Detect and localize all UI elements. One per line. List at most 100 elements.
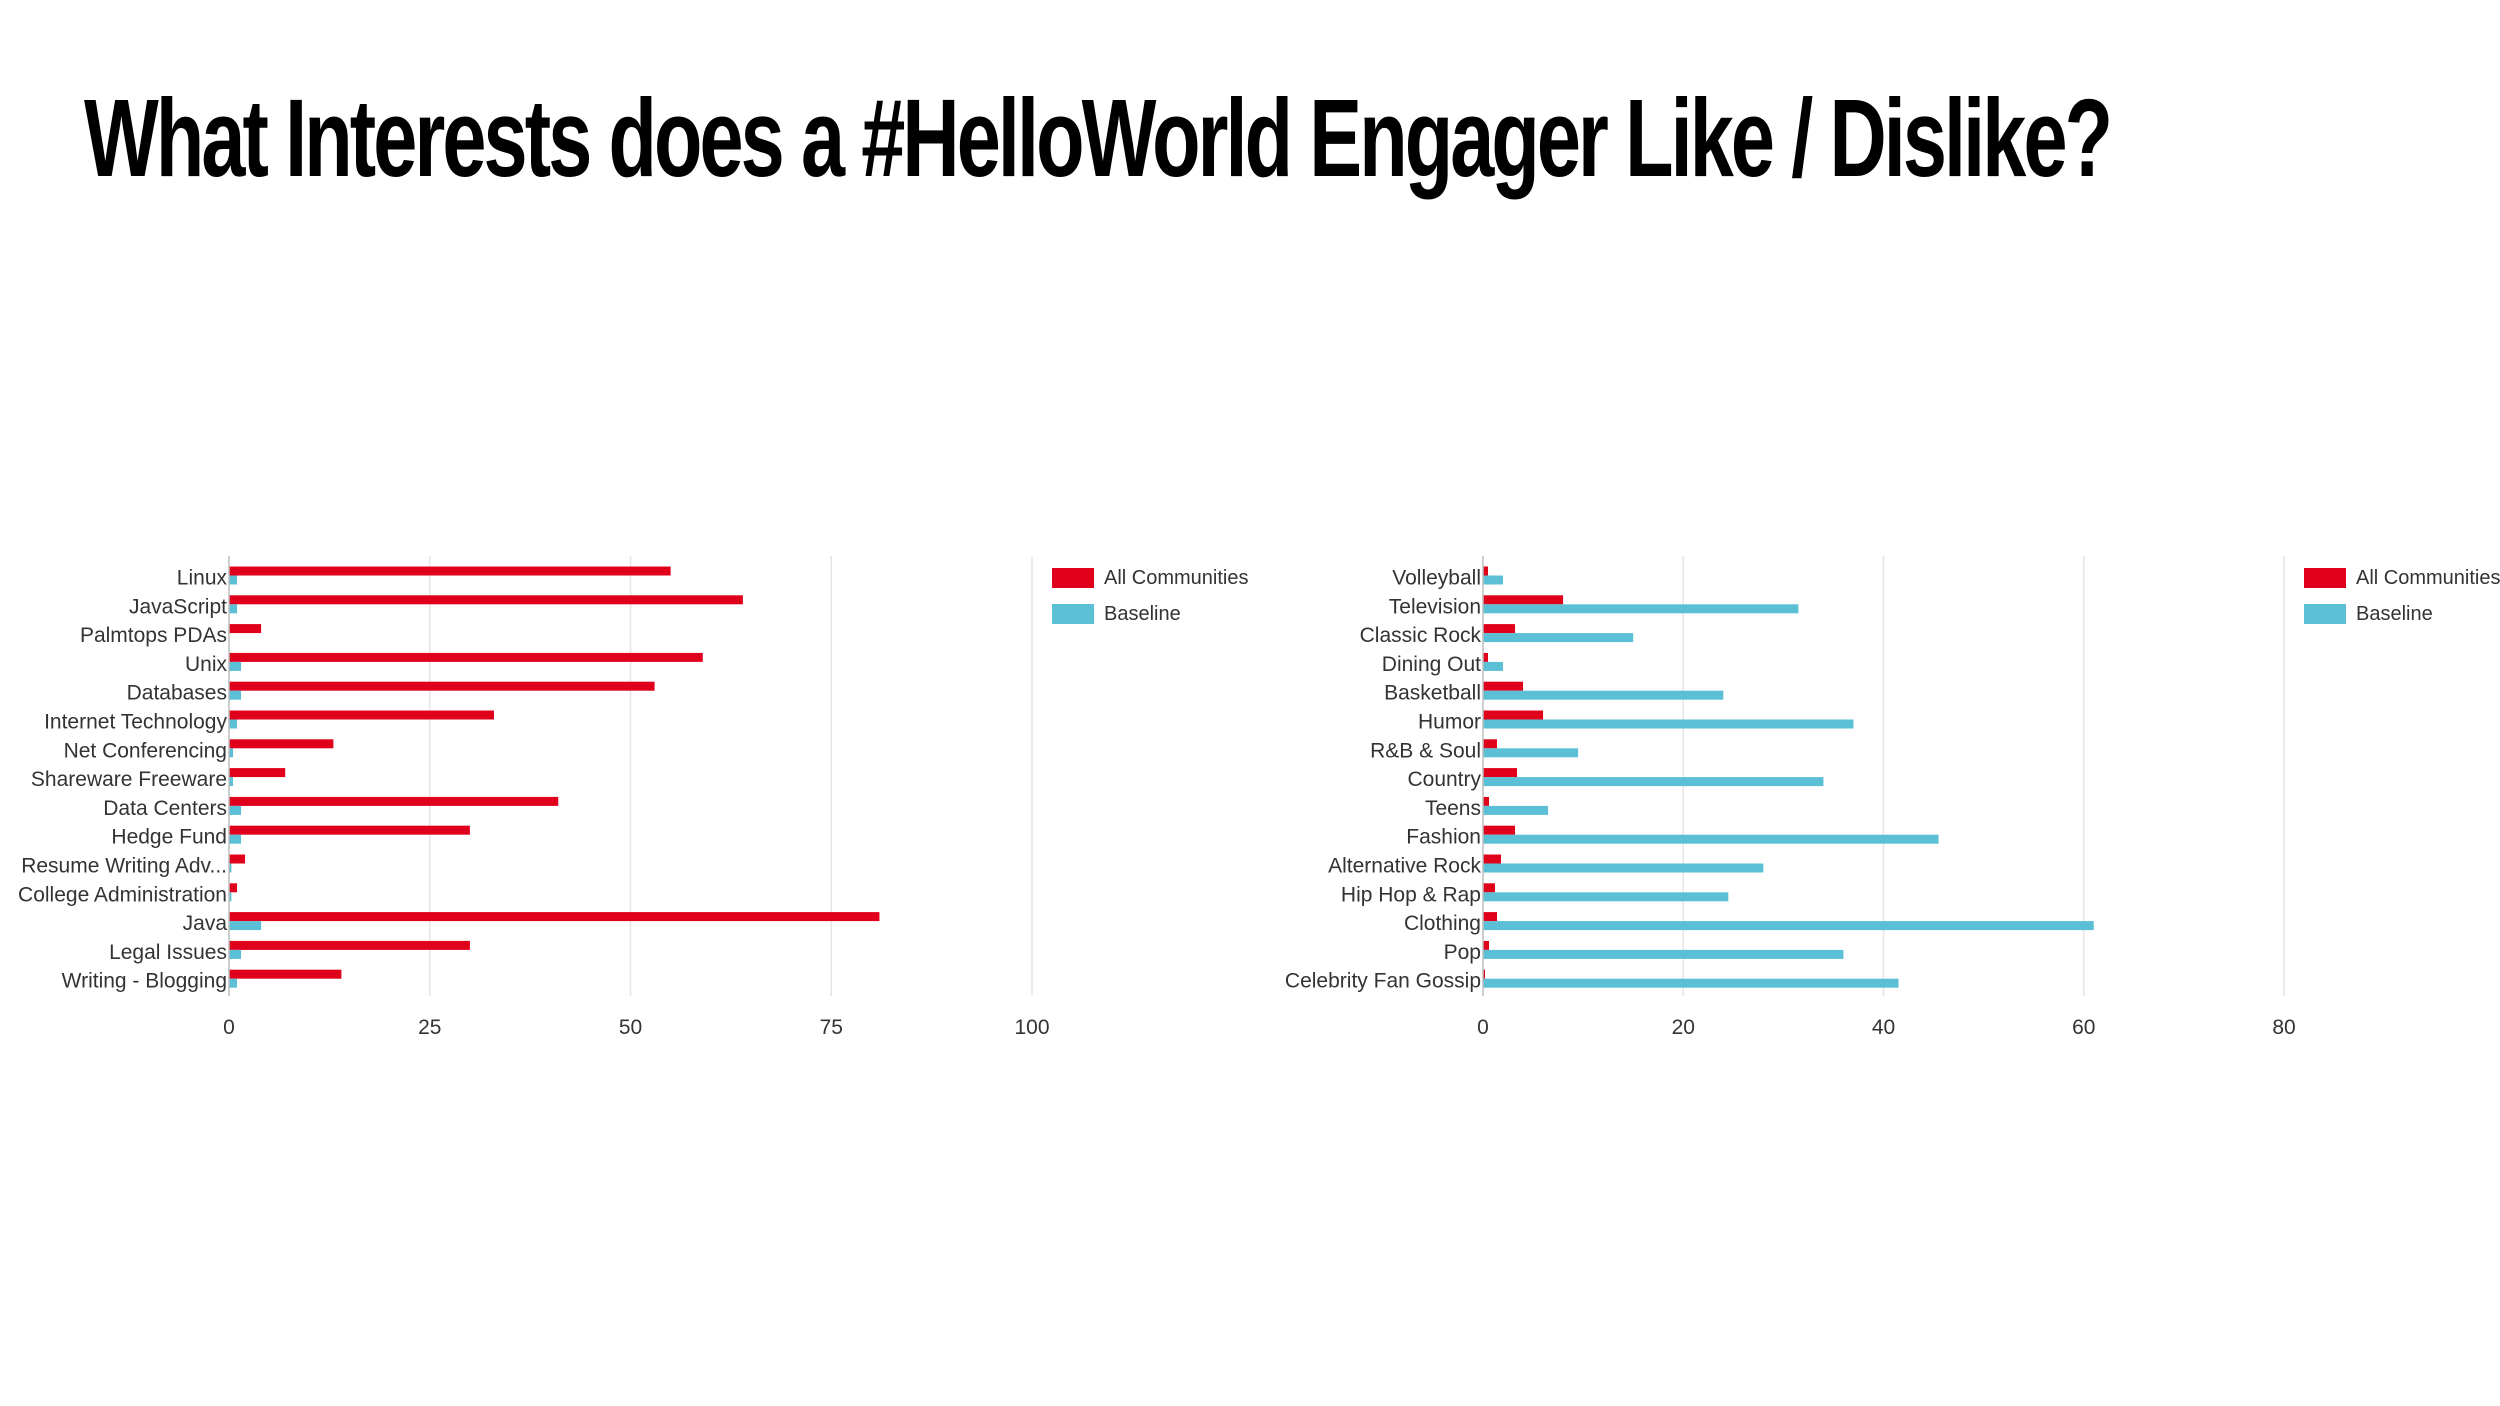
category-label: JavaScript bbox=[129, 595, 227, 618]
category-label: Hedge Fund bbox=[111, 826, 227, 849]
chart-panel-likes: 0 25 50 75 100 Linux JavaScript Palmtops PDAs Un… bbox=[0, 540, 1250, 1060]
bar-baseline bbox=[229, 892, 232, 902]
bar-baseline bbox=[1483, 633, 1634, 643]
bar-baseline bbox=[229, 777, 234, 787]
bar-baseline bbox=[229, 921, 262, 931]
bar-all-communities bbox=[229, 883, 238, 893]
bar-all-communities bbox=[229, 624, 262, 634]
bar-all-communities bbox=[229, 768, 286, 778]
bar-baseline bbox=[1483, 921, 2094, 931]
category-label: Resume Writing Adv... bbox=[21, 855, 227, 878]
legend-item-all-communities[interactable]: All Communities bbox=[2304, 564, 2500, 592]
category-label: Basketball bbox=[1384, 682, 1481, 705]
category-label: Java bbox=[183, 912, 228, 935]
category-label: Teens bbox=[1425, 797, 1481, 820]
bar-all-communities bbox=[229, 710, 494, 720]
category-label: Dining Out bbox=[1382, 653, 1481, 676]
slide-title: What Interests does a #HelloWorld Engage… bbox=[84, 77, 2113, 200]
bar-baseline bbox=[1483, 978, 1899, 988]
bar-baseline bbox=[1483, 949, 1844, 959]
legend-item-baseline[interactable]: Baseline bbox=[2304, 600, 2500, 628]
bar-baseline bbox=[1483, 719, 1854, 729]
legend-swatch-all-communities bbox=[1052, 568, 1094, 588]
bar-baseline bbox=[1483, 661, 1504, 671]
bar-all-communities bbox=[229, 940, 470, 950]
bar-all-communities bbox=[1483, 969, 1486, 979]
category-label: Databases bbox=[127, 682, 227, 705]
category-label: Alternative Rock bbox=[1328, 855, 1481, 878]
bar-baseline bbox=[229, 978, 238, 988]
bar-all-communities bbox=[229, 912, 880, 922]
legend-item-baseline[interactable]: Baseline bbox=[1052, 600, 1272, 628]
category-label: Writing - Blogging bbox=[62, 970, 227, 993]
bar-all-communities bbox=[1483, 825, 1516, 835]
x-tick-label: 60 bbox=[2072, 1016, 2095, 1039]
bar-baseline bbox=[1483, 834, 1939, 844]
bar-all-communities bbox=[1483, 854, 1502, 864]
bar-baseline bbox=[1483, 863, 1764, 873]
chart-legend: All Communities Baseline bbox=[1052, 564, 1272, 636]
bar-all-communities bbox=[1483, 912, 1498, 922]
legend-item-all-communities[interactable]: All Communities bbox=[1052, 564, 1272, 592]
category-label: Linux bbox=[177, 567, 228, 590]
category-label: Humor bbox=[1418, 711, 1481, 734]
bar-all-communities bbox=[1483, 796, 1490, 806]
x-tick-label: 50 bbox=[619, 1016, 642, 1039]
bar-baseline bbox=[229, 661, 242, 671]
bar-baseline bbox=[229, 575, 238, 585]
bar-all-communities bbox=[1483, 624, 1516, 634]
category-label: Fashion bbox=[1406, 826, 1481, 849]
bar-all-communities bbox=[1483, 595, 1564, 605]
legend-swatch-baseline bbox=[2304, 604, 2346, 624]
category-label: College Administration bbox=[18, 883, 227, 906]
bar-baseline bbox=[229, 719, 238, 729]
bar-baseline bbox=[229, 604, 238, 614]
category-label: Shareware Freeware bbox=[31, 768, 227, 791]
bar-all-communities bbox=[1483, 739, 1498, 749]
legend-swatch-all-communities bbox=[2304, 568, 2346, 588]
bar-baseline bbox=[229, 690, 242, 700]
legend-label-all-communities: All Communities bbox=[1104, 567, 1249, 589]
bar-all-communities bbox=[229, 854, 246, 864]
bar-all-communities bbox=[1483, 652, 1489, 662]
x-tick-label: 40 bbox=[1872, 1016, 1895, 1039]
bar-all-communities bbox=[229, 566, 671, 576]
bar-baseline bbox=[1483, 805, 1549, 815]
x-tick-label: 75 bbox=[820, 1016, 843, 1039]
bar-chart-likes: 0 25 50 75 100 Linux JavaScript Palmtops PDAs Un… bbox=[18, 556, 1050, 1039]
x-tick-label: 25 bbox=[418, 1016, 441, 1039]
category-label: Celebrity Fan Gossip bbox=[1285, 970, 1481, 993]
legend-swatch-baseline bbox=[1052, 604, 1094, 624]
bar-baseline bbox=[229, 805, 242, 815]
bar-baseline bbox=[1483, 892, 1729, 902]
x-tick-label: 0 bbox=[223, 1016, 235, 1039]
category-label: Country bbox=[1407, 768, 1481, 791]
legend-label-baseline: Baseline bbox=[1104, 603, 1181, 625]
category-label: R&B & Soul bbox=[1370, 739, 1481, 762]
category-label: Legal Issues bbox=[109, 941, 227, 964]
chart-panel-dislikes: 0 20 40 60 80 Volleyball Television Classic Roc… bbox=[1250, 540, 2500, 1060]
x-tick-label: 20 bbox=[1672, 1016, 1695, 1039]
bar-all-communities bbox=[229, 681, 655, 691]
category-label: Television bbox=[1389, 595, 1481, 618]
category-label: Palmtops PDAs bbox=[80, 624, 227, 647]
bar-all-communities bbox=[1483, 883, 1496, 893]
category-label: Internet Technology bbox=[44, 711, 227, 734]
bar-all-communities bbox=[229, 825, 470, 835]
bar-all-communities bbox=[1483, 710, 1544, 720]
x-tick-label: 100 bbox=[1014, 1016, 1049, 1039]
legend-label-baseline: Baseline bbox=[2356, 603, 2433, 625]
bar-baseline bbox=[1483, 690, 1724, 700]
category-label: Classic Rock bbox=[1360, 624, 1482, 647]
category-label: Hip Hop & Rap bbox=[1341, 883, 1481, 906]
bar-all-communities bbox=[1483, 768, 1518, 778]
bar-baseline bbox=[1483, 604, 1799, 614]
legend-label-all-communities: All Communities bbox=[2356, 567, 2500, 589]
bar-all-communities bbox=[1483, 566, 1489, 576]
bar-all-communities bbox=[229, 739, 334, 749]
category-label: Net Conferencing bbox=[64, 739, 227, 762]
bar-baseline bbox=[229, 834, 242, 844]
bar-all-communities bbox=[229, 796, 559, 806]
bar-baseline bbox=[229, 748, 234, 758]
x-tick-label: 0 bbox=[1477, 1016, 1489, 1039]
